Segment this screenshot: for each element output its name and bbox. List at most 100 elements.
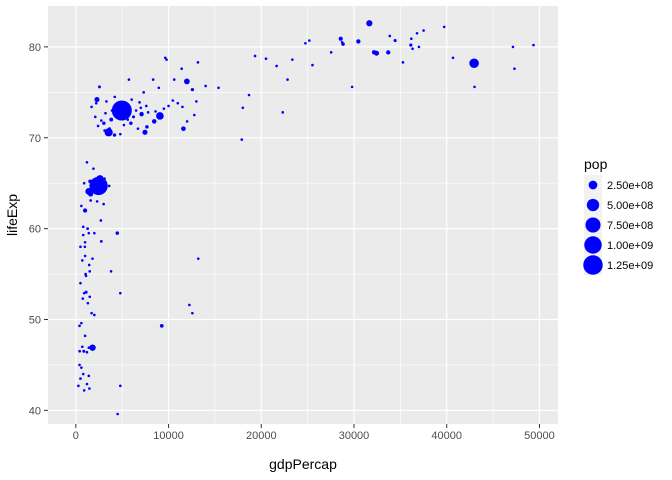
data-point	[112, 133, 117, 137]
data-point	[103, 129, 106, 132]
data-point	[146, 111, 150, 114]
data-point	[401, 61, 405, 64]
data-point	[108, 127, 111, 131]
data-point	[151, 119, 157, 124]
data-point	[78, 363, 81, 367]
data-point	[118, 111, 122, 114]
data-point	[78, 349, 82, 353]
data-point	[80, 204, 83, 208]
data-point	[90, 311, 93, 315]
data-point	[85, 382, 89, 386]
data-point	[93, 115, 97, 119]
data-point	[82, 389, 86, 392]
data-point	[94, 189, 98, 192]
data-point	[79, 281, 82, 285]
data-point	[93, 231, 96, 235]
data-point	[93, 313, 96, 317]
data-point	[85, 350, 89, 354]
data-point	[138, 101, 141, 104]
data-point	[180, 67, 183, 70]
data-point	[129, 121, 133, 125]
data-point	[311, 63, 314, 67]
data-point	[195, 100, 198, 103]
x-axis-ticks: 0 10000 20000 30000 40000 50000	[73, 424, 555, 442]
data-point	[139, 106, 143, 110]
data-point	[86, 301, 90, 305]
data-point	[84, 274, 88, 278]
data-point	[81, 372, 85, 376]
data-point	[115, 231, 120, 235]
data-point	[81, 345, 84, 349]
data-point	[103, 177, 106, 180]
legend-key-point	[585, 217, 601, 233]
data-point	[88, 387, 91, 390]
data-point	[167, 104, 170, 108]
data-point	[82, 349, 86, 353]
data-point	[88, 179, 93, 184]
data-point	[171, 99, 175, 102]
data-point	[374, 50, 380, 56]
data-point	[338, 36, 343, 41]
y-tick-label: 70	[29, 133, 41, 145]
x-tick-label: 40000	[431, 430, 462, 442]
data-points	[77, 20, 535, 416]
data-point	[185, 120, 189, 123]
data-point	[83, 245, 87, 249]
data-point	[157, 86, 161, 90]
data-point	[145, 125, 149, 129]
legend-label: 1.00e+09	[607, 240, 653, 252]
data-point	[340, 41, 344, 44]
x-axis-title: gdpPercap	[269, 456, 337, 472]
data-point	[275, 64, 278, 68]
data-point	[473, 85, 476, 89]
legend-key-point	[588, 180, 598, 190]
data-point	[181, 105, 184, 109]
data-point	[291, 58, 294, 61]
x-tick-label: 10000	[153, 430, 184, 442]
data-point	[102, 202, 105, 206]
data-point	[78, 324, 81, 328]
data-point	[241, 106, 245, 110]
data-point	[388, 34, 392, 38]
legend-key-point	[583, 255, 603, 275]
data-point	[163, 56, 167, 60]
y-tick-label: 50	[29, 315, 41, 327]
data-point	[81, 225, 85, 229]
data-point	[139, 111, 144, 117]
data-point	[417, 45, 421, 49]
x-tick-label: 50000	[524, 430, 555, 442]
data-point	[116, 412, 119, 416]
data-point	[366, 20, 373, 27]
data-point	[83, 254, 87, 258]
legend-title: pop	[584, 156, 608, 172]
data-point	[123, 115, 127, 119]
data-point	[217, 86, 220, 90]
data-point	[104, 111, 107, 115]
data-point	[144, 104, 148, 108]
data-point	[240, 138, 244, 141]
x-tick-label: 0	[73, 430, 79, 442]
data-point	[132, 115, 136, 119]
data-point	[119, 291, 122, 295]
data-point	[122, 123, 126, 127]
data-point	[107, 184, 111, 188]
data-point	[193, 113, 196, 117]
data-point	[83, 240, 87, 244]
data-point	[87, 374, 91, 378]
data-point	[77, 384, 80, 388]
data-point	[159, 324, 164, 328]
data-point	[142, 91, 145, 94]
data-point	[154, 110, 157, 113]
grid-minor	[48, 6, 558, 424]
legend-label: 5.00e+08	[607, 200, 653, 212]
data-point	[393, 38, 397, 43]
data-point	[176, 101, 180, 105]
data-point	[118, 384, 122, 388]
data-point	[89, 344, 96, 351]
data-point	[80, 366, 83, 369]
data-point	[134, 109, 138, 112]
y-axis-ticks: 40 50 60 70 80	[29, 42, 48, 417]
data-point	[204, 84, 207, 88]
data-point	[94, 101, 98, 105]
